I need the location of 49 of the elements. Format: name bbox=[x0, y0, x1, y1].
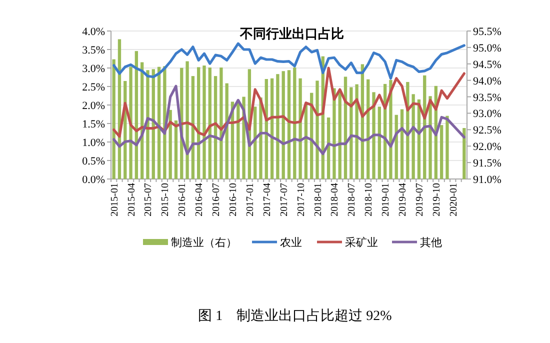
x-tick-label: 2019-01 bbox=[380, 183, 392, 216]
x-tick-label: 2015-04 bbox=[126, 183, 138, 216]
y2-tick-label: 94.0% bbox=[473, 75, 502, 88]
line-series bbox=[112, 66, 466, 138]
y2-tick-label: 92.5% bbox=[473, 124, 502, 137]
y2-tick-label: 91.0% bbox=[473, 174, 502, 186]
y-tick-label: 2.5% bbox=[82, 82, 105, 94]
y-tick-label: 1.5% bbox=[82, 118, 105, 130]
x-tick-label: 2015-10 bbox=[160, 183, 172, 216]
y-tick-label: 1.0% bbox=[82, 137, 105, 149]
x-tick-label: 2018-07 bbox=[346, 183, 358, 216]
x-tick-label: 2018-04 bbox=[330, 183, 341, 216]
y2-tick-label: 93.0% bbox=[473, 108, 502, 120]
x-tick-label: 2019-04 bbox=[398, 183, 409, 216]
x-tick-label: 2019-10 bbox=[431, 183, 442, 216]
x-tick-label: 2015-07 bbox=[143, 183, 154, 216]
y2-tick-label: 93.5% bbox=[473, 92, 502, 104]
y-tick-label: 0.0% bbox=[82, 174, 105, 186]
y-tick-label: 2.0% bbox=[82, 100, 105, 112]
x-tick-label: 2017-01 bbox=[244, 183, 256, 216]
y2-tick-label: 95.5% bbox=[473, 26, 502, 38]
y2-tick-label: 94.5% bbox=[473, 58, 502, 71]
x-tick-label: 2019-07 bbox=[414, 183, 426, 216]
caption: 图 1 制造业出口占比超过 92% bbox=[198, 308, 392, 324]
y-tick-label: 4.0% bbox=[82, 26, 105, 38]
x-tick-label: 2015-01 bbox=[109, 183, 120, 216]
legend-label: 其他 bbox=[420, 236, 442, 249]
x-tick-label: 2016-04 bbox=[194, 183, 206, 216]
y2-tick-label: 91.5% bbox=[473, 158, 502, 170]
x-tick-label: 2016-10 bbox=[228, 183, 239, 216]
line-series bbox=[112, 42, 466, 80]
y-tick-label: 3.5% bbox=[82, 44, 105, 56]
legend-label: 采矿业 bbox=[345, 236, 378, 249]
x-tick-label: 2018-01 bbox=[312, 183, 324, 216]
legend-label: 制造业（右） bbox=[171, 236, 237, 249]
y-tick-label: 0.5% bbox=[82, 156, 105, 168]
chart-title: 不同行业出口占比 bbox=[239, 26, 344, 41]
x-tick-label: 2017-10 bbox=[296, 183, 307, 216]
y-tick-label: 3.0% bbox=[82, 63, 105, 75]
y2-tick-label: 92.0% bbox=[473, 141, 502, 154]
line-series bbox=[112, 84, 466, 156]
x-tick-label: 2016-01 bbox=[177, 183, 188, 216]
x-tick-label: 2020-01 bbox=[448, 183, 460, 216]
x-tick-label: 2017-04 bbox=[262, 183, 273, 216]
legend-label: 农业 bbox=[280, 236, 302, 249]
y2-tick-label: 95.0% bbox=[473, 42, 502, 54]
x-tick-label: 2016-07 bbox=[211, 183, 222, 216]
x-tick-label: 2017-07 bbox=[278, 183, 290, 216]
x-tick-label: 2018-10 bbox=[364, 183, 375, 216]
